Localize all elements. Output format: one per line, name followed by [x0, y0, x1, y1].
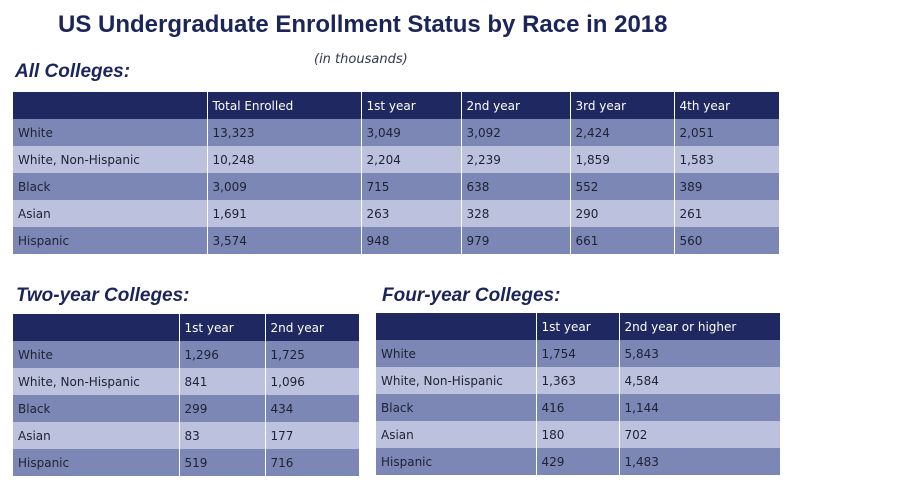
table-row: Asian 1,691 263 328 290 261 — [13, 200, 779, 227]
table-cell: 1,859 — [569, 146, 674, 173]
table-row: Hispanic 3,574 948 979 661 560 — [13, 227, 779, 254]
column-header: 1st year — [360, 92, 461, 119]
column-header — [13, 314, 179, 341]
table-cell: 3,574 — [206, 227, 361, 254]
four-year-colleges-table: 1st year 2nd year or higher White 1,754 … — [376, 313, 780, 475]
table-cell: 661 — [569, 227, 674, 254]
column-header — [13, 92, 207, 119]
table-cell: 263 — [360, 200, 461, 227]
row-label: White, Non-Hispanic — [13, 368, 179, 395]
table-cell: 180 — [535, 421, 619, 448]
all-colleges-table: Total Enrolled 1st year 2nd year 3rd yea… — [13, 92, 779, 254]
table-cell: 3,049 — [360, 119, 461, 146]
table-row: White, Non-Hispanic 841 1,096 — [13, 368, 359, 395]
table-cell: 328 — [460, 200, 570, 227]
table-cell: 4,584 — [618, 367, 780, 394]
table-cell: 2,204 — [360, 146, 461, 173]
row-label: White, Non-Hispanic — [376, 367, 536, 394]
table-cell: 290 — [569, 200, 674, 227]
table-cell: 1,583 — [673, 146, 779, 173]
table-row: Asian 180 702 — [376, 421, 780, 448]
column-header: 2nd year or higher — [618, 313, 780, 340]
table-cell: 841 — [178, 368, 265, 395]
table-cell: 2,239 — [460, 146, 570, 173]
table-cell: 261 — [673, 200, 779, 227]
row-label: White — [13, 341, 179, 368]
table-cell: 2,424 — [569, 119, 674, 146]
table-cell: 519 — [178, 449, 265, 476]
column-header: 2nd year — [460, 92, 570, 119]
table-cell: 1,691 — [206, 200, 361, 227]
table-cell: 1,363 — [535, 367, 619, 394]
table-row: Black 416 1,144 — [376, 394, 780, 421]
table-row: Hispanic 429 1,483 — [376, 448, 780, 475]
table-cell: 5,843 — [618, 340, 780, 367]
column-header: 1st year — [535, 313, 619, 340]
table-cell: 1,144 — [618, 394, 780, 421]
table-header-row: Total Enrolled 1st year 2nd year 3rd yea… — [13, 92, 779, 119]
row-label: Black — [13, 395, 179, 422]
table-cell: 1,296 — [178, 341, 265, 368]
column-header: 4th year — [673, 92, 779, 119]
table-cell: 1,096 — [264, 368, 359, 395]
table-cell: 83 — [178, 422, 265, 449]
table-cell: 552 — [569, 173, 674, 200]
table-cell: 416 — [535, 394, 619, 421]
table-row: White 1,754 5,843 — [376, 340, 780, 367]
table-cell: 979 — [460, 227, 570, 254]
table-cell: 1,754 — [535, 340, 619, 367]
table-cell: 434 — [264, 395, 359, 422]
table-header-row: 1st year 2nd year — [13, 314, 359, 341]
table-cell: 3,092 — [460, 119, 570, 146]
table-row: Black 299 434 — [13, 395, 359, 422]
page-subtitle: (in thousands) — [314, 52, 408, 67]
table-cell: 1,483 — [618, 448, 780, 475]
table-row: Black 3,009 715 638 552 389 — [13, 173, 779, 200]
row-label: Hispanic — [13, 227, 207, 254]
row-label: Black — [376, 394, 536, 421]
table-cell: 429 — [535, 448, 619, 475]
table-cell: 13,323 — [206, 119, 361, 146]
table-cell: 715 — [360, 173, 461, 200]
column-header: 1st year — [178, 314, 265, 341]
two-year-colleges-heading: Two-year Colleges: — [16, 285, 190, 306]
table-row: Hispanic 519 716 — [13, 449, 359, 476]
column-header: Total Enrolled — [206, 92, 361, 119]
column-header — [376, 313, 536, 340]
table-cell: 3,009 — [206, 173, 361, 200]
table-row: Asian 83 177 — [13, 422, 359, 449]
table-row: White 13,323 3,049 3,092 2,424 2,051 — [13, 119, 779, 146]
row-label: Asian — [13, 422, 179, 449]
four-year-colleges-heading: Four-year Colleges: — [382, 285, 561, 306]
table-cell: 389 — [673, 173, 779, 200]
all-colleges-heading: All Colleges: — [15, 61, 131, 82]
table-header-row: 1st year 2nd year or higher — [376, 313, 780, 340]
table-cell: 702 — [618, 421, 780, 448]
table-cell: 560 — [673, 227, 779, 254]
two-year-colleges-table: 1st year 2nd year White 1,296 1,725 Whit… — [13, 314, 359, 476]
row-label: Asian — [376, 421, 536, 448]
row-label: White — [376, 340, 536, 367]
page-title: US Undergraduate Enrollment Status by Ra… — [58, 11, 668, 38]
table-cell: 1,725 — [264, 341, 359, 368]
table-row: White, Non-Hispanic 1,363 4,584 — [376, 367, 780, 394]
row-label: Hispanic — [13, 449, 179, 476]
table-cell: 10,248 — [206, 146, 361, 173]
column-header: 3rd year — [569, 92, 674, 119]
table-cell: 948 — [360, 227, 461, 254]
table-cell: 177 — [264, 422, 359, 449]
table-cell: 299 — [178, 395, 265, 422]
table-cell: 638 — [460, 173, 570, 200]
table-cell: 2,051 — [673, 119, 779, 146]
row-label: Black — [13, 173, 207, 200]
row-label: Asian — [13, 200, 207, 227]
row-label: White — [13, 119, 207, 146]
table-row: White, Non-Hispanic 10,248 2,204 2,239 1… — [13, 146, 779, 173]
table-cell: 716 — [264, 449, 359, 476]
row-label: Hispanic — [376, 448, 536, 475]
column-header: 2nd year — [264, 314, 359, 341]
row-label: White, Non-Hispanic — [13, 146, 207, 173]
table-row: White 1,296 1,725 — [13, 341, 359, 368]
